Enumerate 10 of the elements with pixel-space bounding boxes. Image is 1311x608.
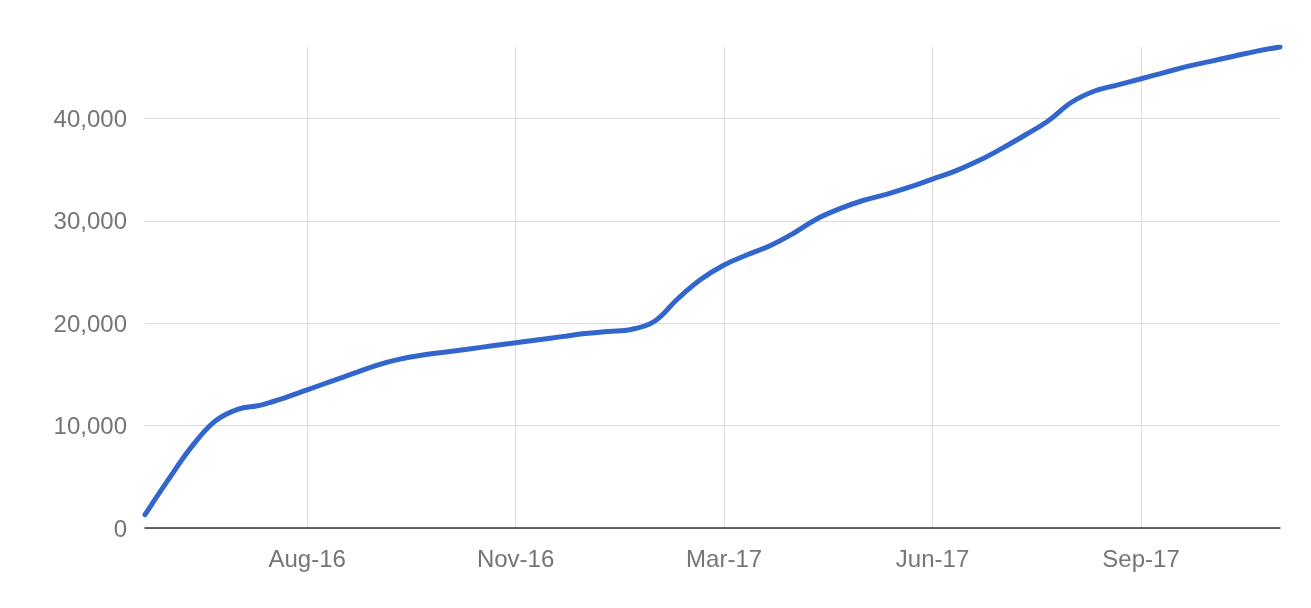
y-tick-label: 0 [113, 514, 127, 542]
x-tick-label: Mar-17 [686, 544, 763, 572]
x-tick-label: Nov-16 [476, 544, 555, 572]
y-tick-label: 20,000 [53, 309, 127, 337]
x-tick-label: Jun-17 [895, 544, 970, 572]
y-tick-label: 30,000 [53, 207, 127, 235]
y-tick-label: 40,000 [53, 105, 127, 133]
x-tick-label: Sep-17 [1102, 544, 1180, 572]
x-tick-label: Aug-16 [268, 544, 346, 572]
y-tick-label: 10,000 [53, 412, 127, 440]
